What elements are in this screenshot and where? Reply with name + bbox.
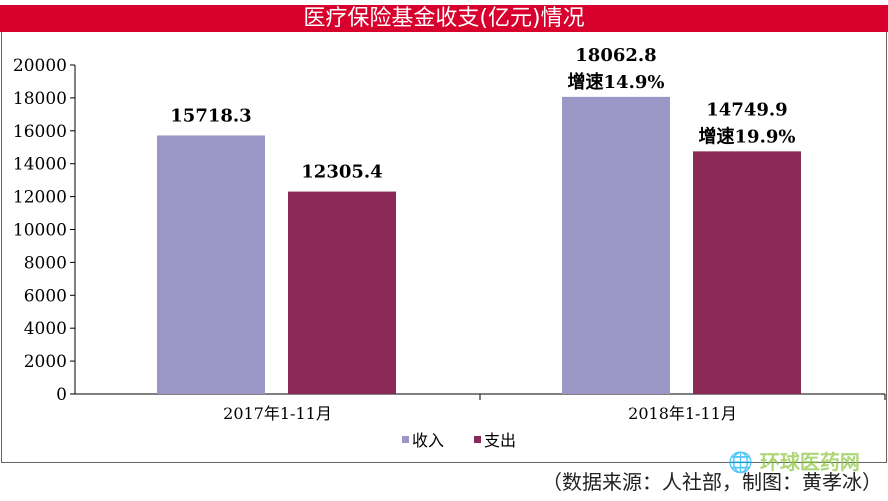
growth-label: 增速19.9% bbox=[699, 125, 796, 147]
y-tick-label: 4000 bbox=[24, 319, 67, 339]
bar-支出 bbox=[288, 191, 396, 394]
legend-swatch bbox=[402, 436, 409, 443]
y-tick-label: 2000 bbox=[24, 352, 67, 372]
bar-收入 bbox=[157, 135, 265, 394]
chart-frame bbox=[1, 32, 887, 463]
y-tick-label: 10000 bbox=[13, 221, 67, 241]
bar-支出 bbox=[693, 151, 801, 394]
data-label: 12305.4 bbox=[301, 162, 382, 183]
y-tick-label: 18000 bbox=[13, 89, 67, 109]
growth-label: 增速14.9% bbox=[568, 71, 665, 93]
source-note: （数据来源：人社部，制图：黄孝冰） bbox=[542, 470, 882, 494]
y-tick-label: 16000 bbox=[13, 122, 67, 142]
legend-label: 支出 bbox=[484, 431, 516, 450]
y-tick-label: 6000 bbox=[24, 286, 67, 306]
y-tick-label: 8000 bbox=[24, 253, 67, 273]
y-tick-label: 14000 bbox=[13, 155, 67, 175]
legend-label: 收入 bbox=[412, 431, 444, 450]
bar-收入 bbox=[562, 96, 670, 394]
watermark-logo: 🌐 环球医药网 bbox=[728, 450, 860, 474]
data-label: 18062.8 bbox=[575, 45, 656, 66]
y-tick-label: 0 bbox=[56, 385, 67, 405]
data-label: 14749.9 bbox=[706, 99, 787, 120]
x-tick-label: 2017年1-11月 bbox=[223, 404, 332, 423]
x-tick-label: 2018年1-11月 bbox=[628, 404, 737, 423]
y-tick-label: 20000 bbox=[13, 56, 67, 76]
legend-swatch bbox=[474, 436, 481, 443]
chart-title: 医疗保险基金收支(亿元)情况 bbox=[0, 5, 888, 32]
data-label: 15718.3 bbox=[170, 105, 251, 126]
y-tick-label: 12000 bbox=[13, 188, 67, 208]
